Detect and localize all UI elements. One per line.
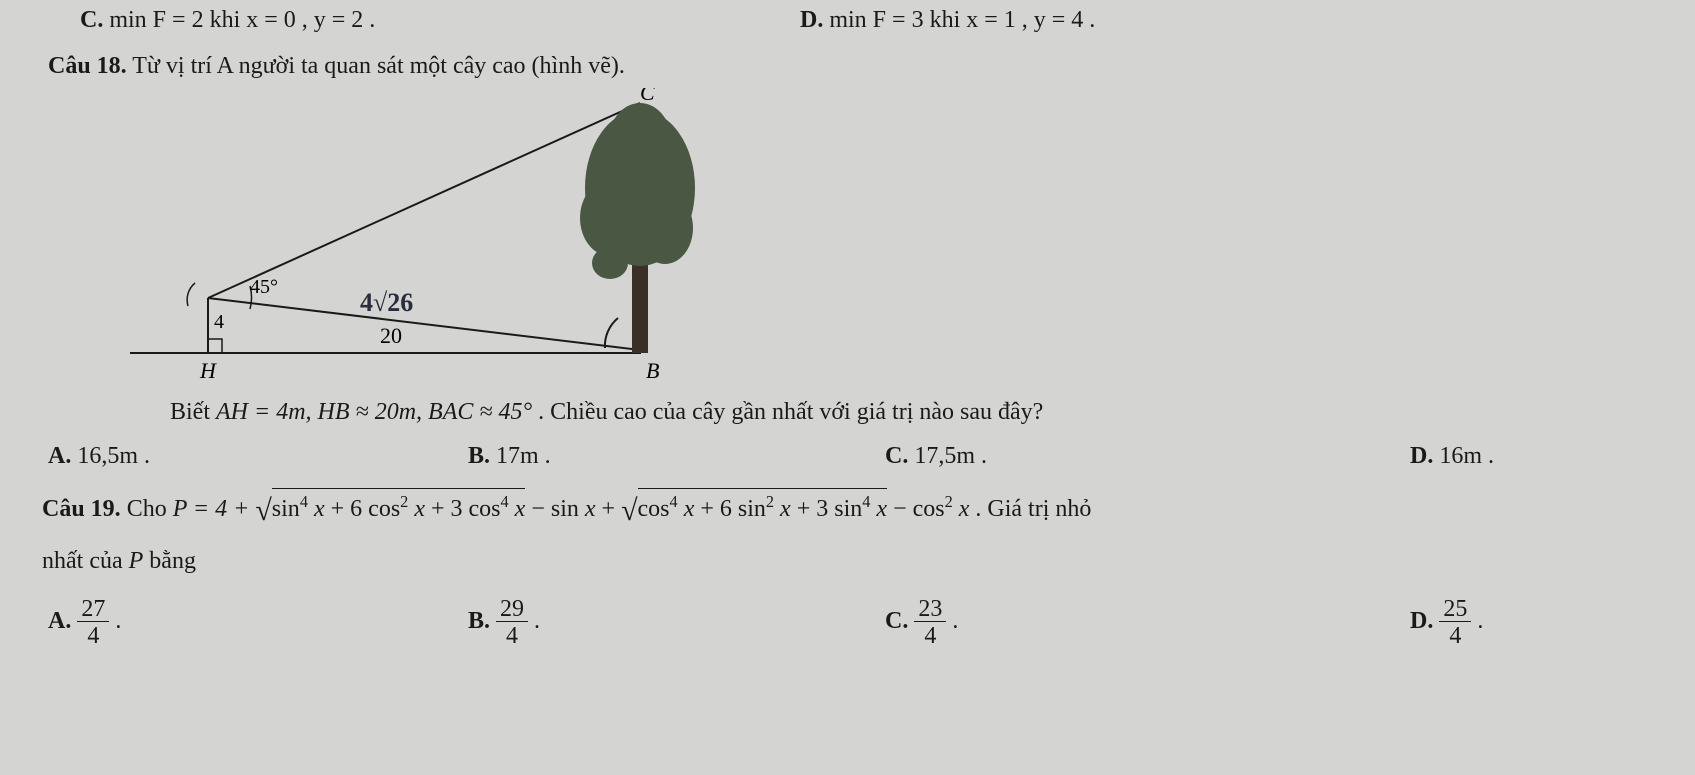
radical-icon: √: [621, 488, 637, 533]
sqrt-term-1: √sin4 x + 6 cos2 x + 3 cos4 x: [255, 488, 525, 533]
angle-arc-outer: [187, 283, 195, 306]
question-text: Từ vị trí A người ta quan sát một cây ca…: [132, 53, 625, 79]
option-letter: C.: [885, 608, 914, 634]
sqrt-term-2: √cos4 x + 6 sin2 x + 3 sin4 x: [621, 488, 887, 533]
numerator: 23: [914, 597, 946, 621]
p-equals: P = 4 +: [173, 496, 256, 522]
option-text: 16,5m .: [77, 443, 150, 469]
option-letter: D.: [1410, 443, 1439, 469]
option-text: min F = 3 khi x = 1 , y = 4 .: [829, 7, 1095, 33]
fraction: 25 4: [1439, 597, 1471, 648]
denominator: 4: [914, 621, 946, 648]
tree-icon: [580, 103, 695, 353]
angle-45-label: 45°: [250, 276, 278, 298]
option-text: 16m .: [1439, 443, 1494, 469]
given-prefix: Biết: [170, 399, 216, 425]
triangle-diagram: C H B 45° 4 20: [100, 88, 720, 388]
option-letter: B.: [468, 608, 496, 634]
option-text: 17m .: [496, 443, 551, 469]
q18-option-c: C. 17,5m .: [885, 438, 1410, 474]
q18-option-b: B. 17m .: [468, 438, 885, 474]
q19-text-after: . Giá trị nhỏ: [975, 496, 1091, 522]
q18-prompt: Câu 18. Từ vị trí A người ta quan sát mộ…: [40, 48, 1655, 84]
option-letter: C.: [885, 443, 914, 469]
sqrt2-body: cos4 x + 6 sin2 x + 3 sin4 x: [638, 488, 888, 527]
numerator: 29: [496, 597, 528, 621]
q19-text-before: Cho: [127, 496, 173, 522]
question-label: Câu 18.: [48, 53, 127, 79]
fraction: 23 4: [914, 597, 946, 648]
observer-line: [208, 298, 640, 350]
angle-arc-b: [605, 318, 618, 348]
option-letter: D.: [1410, 608, 1439, 634]
right-angle-mark: [208, 339, 222, 353]
radical-icon: √: [255, 488, 271, 533]
given-tail: . Chiều cao của cây gần nhất với giá trị…: [538, 399, 1043, 425]
option-letter: A.: [48, 608, 77, 634]
period: .: [528, 608, 540, 634]
q19-prompt-line2: nhất của P bằng: [40, 543, 1655, 579]
q19-option-b: B. 29 4 .: [468, 597, 885, 648]
given-bac: BAC ≈ 45°: [428, 399, 532, 425]
question-label: Câu 19.: [42, 496, 121, 522]
q18-option-a: A. 16,5m .: [48, 438, 468, 474]
option-letter: D.: [800, 7, 829, 33]
given-hb: HB ≈ 20m,: [318, 399, 429, 425]
q19-option-a: A. 27 4 .: [48, 597, 468, 648]
denominator: 4: [496, 621, 528, 648]
period: .: [1471, 608, 1483, 634]
period: .: [109, 608, 121, 634]
option-letter: B.: [468, 443, 496, 469]
denominator: 4: [77, 621, 109, 648]
q19-options: A. 27 4 . B. 29 4 . C. 23 4 . D. 25: [40, 597, 1655, 648]
option-letter: C.: [80, 7, 109, 33]
sqrt1-body: sin4 x + 6 cos2 x + 3 cos4 x: [272, 488, 526, 527]
fraction: 29 4: [496, 597, 528, 648]
mid-text: − sin x +: [531, 496, 621, 522]
prev-option-d: D. min F = 3 khi x = 1 , y = 4 .: [800, 2, 1655, 38]
numerator: 27: [77, 597, 109, 621]
q18-figure: C H B 45° 4 20 4√26: [100, 88, 720, 388]
page: C. min F = 2 khi x = 0 , y = 2 . D. min …: [0, 2, 1695, 648]
prev-question-options: C. min F = 2 khi x = 0 , y = 2 . D. min …: [40, 2, 1655, 38]
vertex-b-label: B: [646, 358, 659, 383]
vertex-c-label: C: [640, 88, 655, 105]
fraction: 27 4: [77, 597, 109, 648]
denominator: 4: [1439, 621, 1471, 648]
q19-prompt: Câu 19. Cho P = 4 + √sin4 x + 6 cos2 x +…: [40, 488, 1655, 533]
numerator: 25: [1439, 597, 1471, 621]
period: .: [946, 608, 958, 634]
option-text: min F = 2 khi x = 0 , y = 2 .: [109, 7, 375, 33]
q18-given: Biết AH = 4m, HB ≈ 20m, BAC ≈ 45° . Chiề…: [40, 394, 1655, 430]
q19-option-d: D. 25 4 .: [1410, 597, 1655, 648]
option-letter: A.: [48, 443, 77, 469]
hypotenuse-line: [208, 103, 640, 298]
option-text: 17,5m .: [914, 443, 987, 469]
vertex-h-label: H: [199, 358, 217, 383]
handwritten-annotation: 4√26: [360, 283, 413, 322]
height-4-label: 4: [214, 311, 224, 333]
prev-option-c: C. min F = 2 khi x = 0 , y = 2 .: [80, 2, 800, 38]
q18-options: A. 16,5m . B. 17m . C. 17,5m . D. 16m .: [40, 438, 1655, 474]
q19-option-c: C. 23 4 .: [885, 597, 1410, 648]
q19-line2-text: nhất của P bằng: [42, 548, 196, 574]
given-ah: AH = 4m,: [216, 399, 318, 425]
base-20-label: 20: [380, 323, 402, 348]
q18-option-d: D. 16m .: [1410, 438, 1655, 474]
tail-text: − cos2 x: [893, 496, 969, 522]
